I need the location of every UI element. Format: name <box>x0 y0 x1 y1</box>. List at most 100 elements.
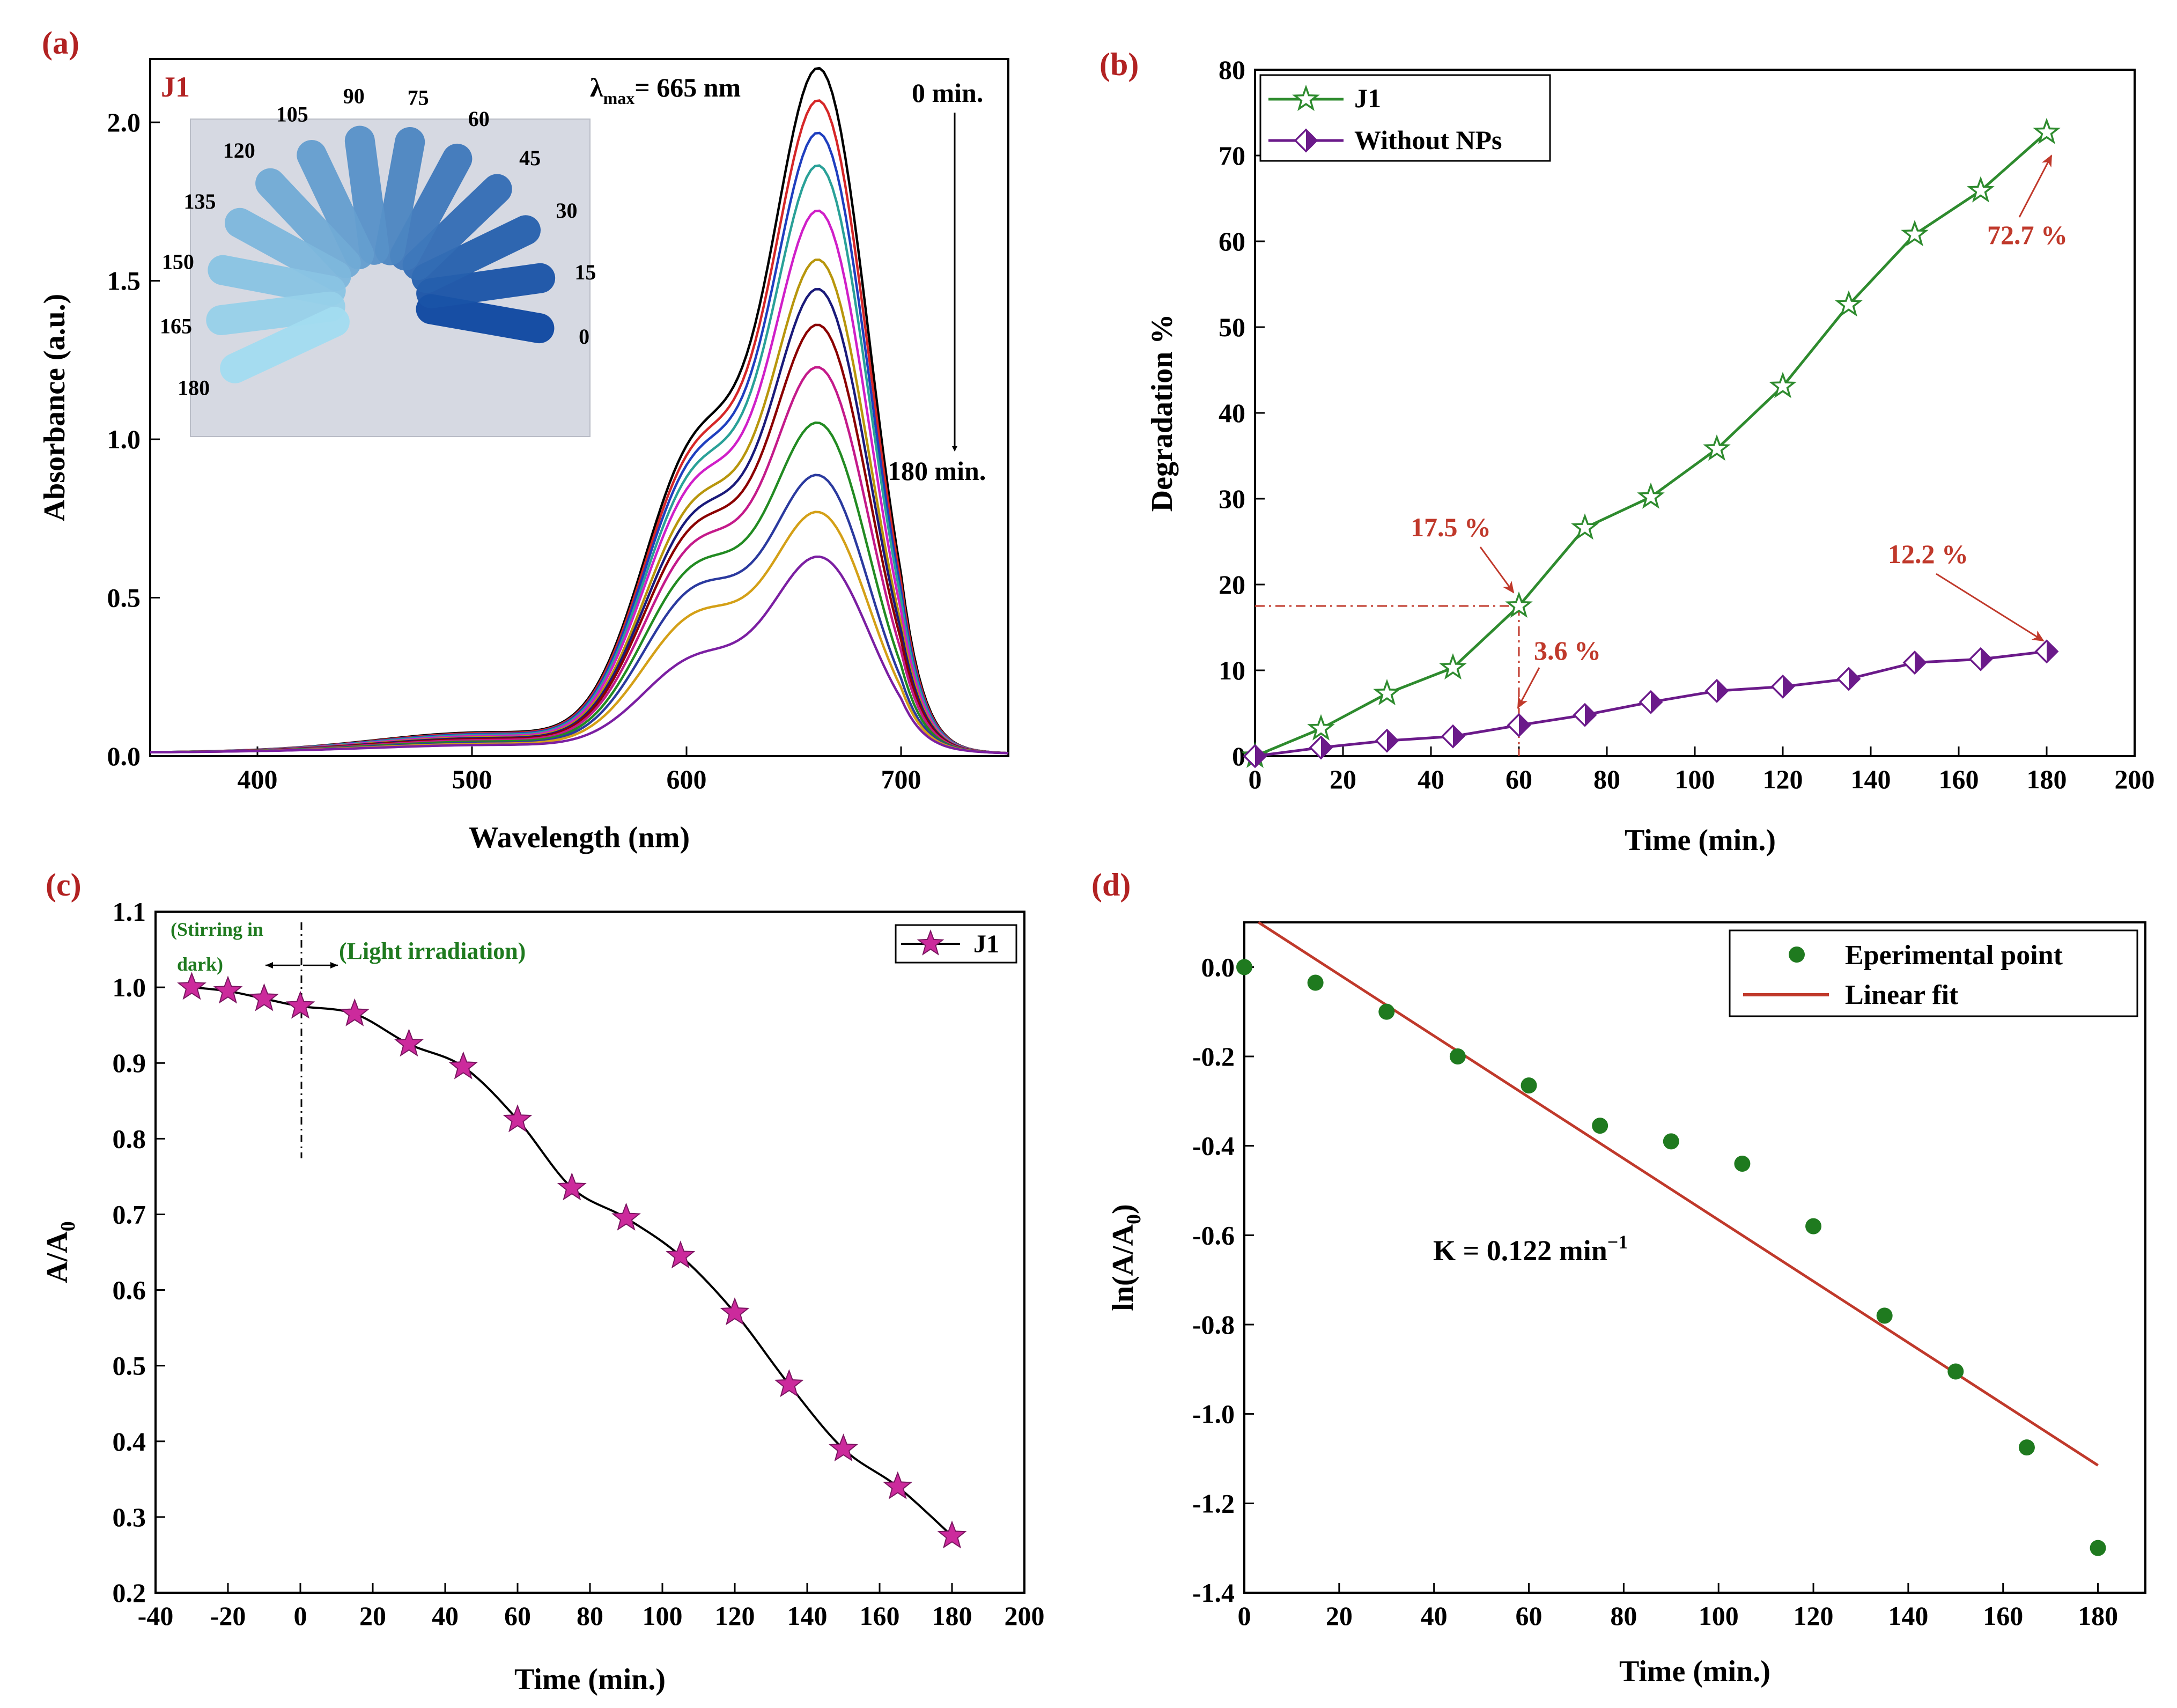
y-tick-label: -1.0 <box>1192 1399 1235 1429</box>
vial-0 <box>416 294 555 344</box>
experimental-point <box>1734 1156 1751 1172</box>
legend-star-c <box>917 929 944 956</box>
x-tick-label: 100 <box>1675 764 1715 794</box>
x-tick-label: 120 <box>715 1601 755 1631</box>
x-tick-label: 60 <box>1506 764 1532 794</box>
x-tick-label: 180 <box>932 1601 972 1631</box>
point-j1 <box>340 998 370 1026</box>
y-tick-label: 1.5 <box>107 266 141 296</box>
vials-photo-inset: 0 15 30 45 60 75 90 105 120 135 150 165 180 <box>160 84 596 437</box>
vial-30 <box>411 215 541 293</box>
x-tick-label: 500 <box>452 764 492 794</box>
legend-diamond-fill <box>1306 130 1317 151</box>
point-j1 <box>611 1202 641 1231</box>
point-j1 <box>1439 653 1467 680</box>
x-tick-label: 200 <box>2115 764 2155 794</box>
y-tick-label: 0.5 <box>107 583 141 613</box>
experimental-point <box>2018 1439 2035 1456</box>
x-tick-label: 200 <box>1005 1601 1045 1631</box>
x-tick-label: 60 <box>504 1601 531 1631</box>
vial-150 <box>208 255 346 306</box>
point-without-nps-fill <box>1387 730 1398 752</box>
x-tick-label: 20 <box>1326 1601 1353 1631</box>
vial-15 <box>416 263 556 308</box>
panel-d-frame <box>1243 921 2146 1594</box>
y-tick-label: -0.4 <box>1192 1131 1235 1161</box>
point-j1 <box>1505 591 1533 618</box>
legend-label-experimental: Eperimental point <box>1845 940 2063 971</box>
point-j1 <box>503 1104 533 1133</box>
anno-12-2-arrow <box>1936 573 2045 642</box>
y-tick-label: 30 <box>1219 484 1245 514</box>
x-tick-label: 120 <box>1763 764 1803 794</box>
point-without-nps-fill <box>1717 680 1728 702</box>
vial-label-180: 180 <box>178 376 210 400</box>
y-tick-label: 0.6 <box>113 1275 146 1305</box>
x-tick-label: 120 <box>1794 1601 1834 1631</box>
anno-3-6: 3.6 % <box>1534 635 1601 666</box>
panel-d: (d) 0 20 40 60 80 100 120 140 160 180 0.0 -0.2 -0.4 -… <box>1091 867 2146 1688</box>
lambda-max-label: λmax= 665 nm <box>590 72 741 108</box>
vial-90 <box>344 125 389 265</box>
experimental-point <box>1805 1218 1822 1234</box>
point-j1 <box>666 1240 696 1269</box>
point-without-nps-fill <box>1849 668 1859 690</box>
panel-c-label: (c) <box>46 867 82 903</box>
y-tick-label: 0.2 <box>113 1578 146 1608</box>
panel-a-label: (a) <box>42 25 79 61</box>
y-tick-label: 0.0 <box>107 741 141 771</box>
panel-b-label: (b) <box>1099 47 1139 82</box>
point-without-nps-fill <box>1783 676 1794 698</box>
x-tick-label: 180 <box>2078 1601 2118 1631</box>
vials-group <box>206 125 556 383</box>
point-j1 <box>213 975 243 1004</box>
point-j1 <box>829 1433 858 1462</box>
vial-180 <box>220 307 350 383</box>
point-without-nps-fill <box>2047 640 2057 662</box>
legend-marker-c-j1 <box>917 929 944 956</box>
panel-c: (c) -40 -20 0 20 40 60 80 100 120 140 160 180 200 0.2… <box>41 867 1045 1696</box>
vial-label-15: 15 <box>574 260 596 284</box>
x-tick-label: 100 <box>1699 1601 1739 1631</box>
experimental-point <box>1663 1133 1679 1150</box>
vial-75 <box>375 127 425 265</box>
y-tick-label: 1.0 <box>107 424 141 454</box>
x-tick-label: 140 <box>1888 1601 1928 1631</box>
vial-label-120: 120 <box>223 138 255 162</box>
y-tick-label: 1.1 <box>113 897 146 927</box>
x-tick-label: 140 <box>787 1601 828 1631</box>
vial-label-90: 90 <box>343 84 365 108</box>
legend-marker-without-nps <box>1294 128 1318 153</box>
panel-a-ylabel: Absorbance (a.u.) <box>38 294 71 522</box>
y-tick-label: 0.8 <box>113 1123 146 1154</box>
y-tick-label: -0.6 <box>1192 1220 1235 1250</box>
experimental-point <box>2090 1540 2106 1556</box>
point-j1 <box>557 1172 587 1201</box>
vial-135 <box>224 208 351 291</box>
x-tick-label: 40 <box>432 1601 459 1631</box>
panel-d-xlabel: Time (min.) <box>1619 1655 1770 1688</box>
y-tick-label: 2.0 <box>107 107 141 137</box>
panel-b: (b) 0 20 40 60 80 100 120 140 160 180 200010203040… <box>1099 47 2155 857</box>
x-tick-label: 40 <box>1418 764 1444 794</box>
point-without-nps-fill <box>1519 714 1530 736</box>
legend-star-j1 <box>1292 84 1320 111</box>
point-j1 <box>1571 513 1599 540</box>
point-j1 <box>177 972 206 1000</box>
panel-c-series <box>177 972 967 1549</box>
point-j1 <box>249 983 279 1011</box>
vial-label-45: 45 <box>519 146 541 170</box>
vial-120 <box>255 168 361 278</box>
y-tick-label: 0.7 <box>113 1199 146 1229</box>
legend-label-without-nps: Without NPs <box>1354 125 1502 155</box>
y-tick-label: 10 <box>1219 655 1245 685</box>
x-tick-label: 100 <box>643 1601 683 1631</box>
vial-label-30: 30 <box>556 198 578 223</box>
point-without-nps-fill <box>1651 691 1662 713</box>
legend-label-j1: J1 <box>1354 83 1381 113</box>
x-tick-label: 80 <box>1610 1601 1637 1631</box>
vial-60 <box>390 143 473 271</box>
arrow-start-label: 0 min. <box>912 78 983 108</box>
